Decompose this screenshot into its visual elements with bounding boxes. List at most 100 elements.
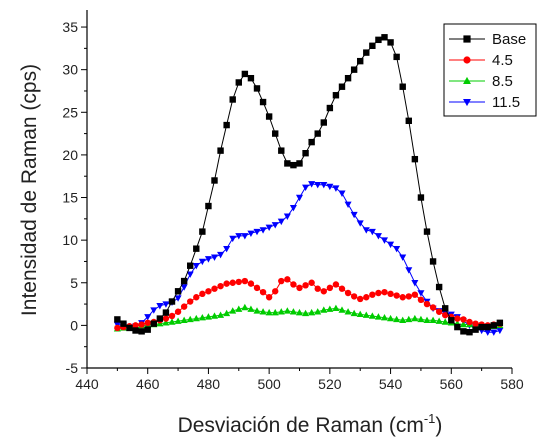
data-point: [241, 233, 249, 240]
data-point: [363, 294, 370, 301]
data-point: [217, 282, 224, 290]
data-point: [399, 294, 406, 301]
data-point: [204, 256, 212, 263]
data-point: [411, 314, 419, 322]
data-point: [490, 322, 497, 329]
y-tick-label: 25: [62, 104, 78, 120]
data-point: [198, 258, 206, 266]
series-4.5: [114, 276, 504, 332]
data-point: [423, 316, 431, 323]
data-point: [126, 324, 133, 332]
legend-marker: [463, 98, 471, 107]
legend: Base 4.5 8.5 11.5: [443, 23, 537, 117]
x-tick-label: 540: [379, 376, 403, 392]
legend-marker: [463, 76, 471, 85]
data-point: [393, 245, 401, 253]
data-point: [217, 251, 225, 259]
data-point: [295, 194, 304, 202]
data-point: [210, 254, 219, 261]
data-point: [375, 289, 382, 297]
data-point: [198, 314, 206, 321]
data-point: [247, 230, 255, 238]
data-point: [466, 329, 473, 336]
data-point: [484, 329, 492, 336]
data-point: [265, 308, 273, 316]
data-point: [162, 301, 170, 308]
data-point: [289, 205, 297, 212]
x-tick-label: 440: [75, 376, 99, 392]
data-point: [180, 277, 188, 285]
data-point: [472, 320, 479, 327]
data-point: [247, 305, 255, 312]
data-point: [168, 298, 176, 305]
data-point: [429, 316, 437, 323]
data-point: [374, 233, 382, 240]
data-point: [271, 222, 279, 229]
x-tick-label: 480: [197, 376, 221, 392]
data-point: [484, 323, 491, 331]
series-line: [117, 278, 500, 329]
data-point: [338, 285, 346, 292]
data-point: [295, 308, 304, 316]
data-point: [290, 281, 297, 288]
y-tick-label: 30: [62, 62, 78, 78]
data-point: [132, 322, 139, 329]
data-point: [223, 121, 230, 129]
x-tick-label: 560: [440, 376, 464, 392]
legend-marker: [463, 35, 471, 43]
data-point: [114, 324, 121, 332]
y-tick-label: 20: [62, 147, 78, 163]
data-point: [156, 315, 164, 322]
data-point: [448, 317, 455, 324]
data-point: [435, 317, 443, 324]
data-point: [368, 228, 376, 236]
series-layer: [113, 34, 504, 336]
series-line: [117, 36, 501, 333]
data-point: [302, 282, 309, 289]
y-tick-label: 15: [62, 190, 78, 206]
data-point: [350, 66, 358, 73]
data-point: [277, 218, 285, 226]
data-point: [320, 182, 328, 189]
data-point: [417, 296, 425, 304]
data-point: [369, 291, 376, 298]
data-point: [229, 235, 237, 243]
data-point: [296, 160, 303, 167]
legend-label: 4.5: [492, 52, 513, 69]
y-tick-label: -5: [66, 360, 79, 376]
data-point: [259, 288, 267, 296]
axis-ticks: 440 460 480 500 520 540 560 580 -5 0 5 10 15 20 25 30 35: [62, 19, 523, 392]
data-point: [302, 184, 310, 191]
data-point: [326, 183, 334, 191]
data-point: [253, 228, 261, 236]
data-point: [338, 306, 346, 313]
data-point: [356, 220, 364, 227]
data-point: [259, 308, 267, 315]
data-point: [168, 312, 176, 320]
data-point: [381, 288, 388, 296]
data-point: [272, 130, 279, 137]
series-8.5: [113, 303, 504, 332]
data-point: [429, 304, 437, 311]
data-point: [393, 315, 401, 323]
data-point: [174, 317, 182, 324]
data-point: [344, 201, 352, 209]
data-point: [405, 117, 412, 125]
data-point: [144, 314, 152, 321]
data-point: [284, 276, 291, 283]
data-point: [217, 311, 225, 318]
data-point: [435, 308, 443, 315]
data-point: [174, 295, 182, 302]
data-point: [338, 190, 346, 197]
series-line: [117, 306, 500, 330]
data-point: [302, 309, 310, 317]
data-point: [211, 177, 218, 184]
data-point: [326, 305, 334, 312]
data-point: [144, 326, 151, 333]
data-point: [296, 284, 303, 292]
data-point: [454, 323, 461, 331]
data-point: [132, 327, 139, 334]
data-point: [399, 316, 407, 323]
data-point: [308, 279, 315, 286]
data-point: [217, 147, 224, 154]
